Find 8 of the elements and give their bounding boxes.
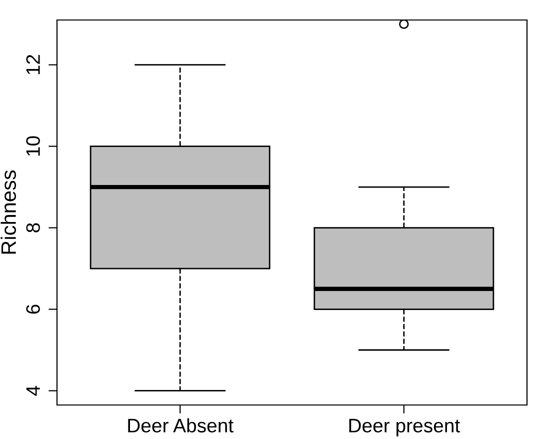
y-axis-title: Richness xyxy=(0,170,16,254)
y-tick-label: 12 xyxy=(26,54,40,74)
y-tick-label: 4 xyxy=(26,386,40,396)
x-tick-label: Deer present xyxy=(349,418,460,436)
y-tick-label: 8 xyxy=(26,223,40,232)
y-tick-label: 6 xyxy=(26,304,40,314)
x-tick-label: Deer Absent xyxy=(128,418,234,432)
y-tick-label: 10 xyxy=(26,136,40,156)
